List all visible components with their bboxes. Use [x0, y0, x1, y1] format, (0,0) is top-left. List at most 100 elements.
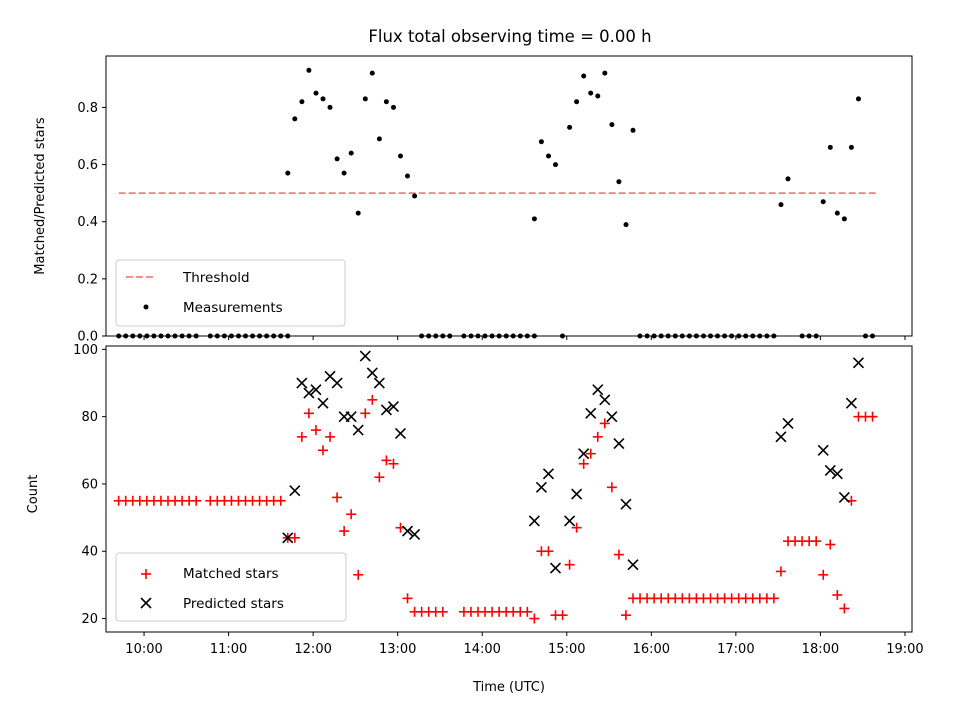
x-tick-label: 13:00: [379, 642, 416, 657]
measurement-point: [848, 144, 854, 150]
count-legend: Matched stars Predicted stars: [115, 552, 347, 622]
count-y-tick-label: 100: [73, 343, 98, 358]
ratio-y-tick-label: 0.2: [77, 272, 98, 287]
x-tick-label: 11:00: [210, 642, 247, 657]
ratio-marks: [116, 67, 877, 339]
predicted-star-point: [409, 528, 421, 540]
measurement-point: [778, 202, 784, 208]
count-legend-box: [115, 552, 347, 622]
ratio-y-tick-label: 0.4: [77, 215, 98, 230]
predicted-star-point: [775, 431, 787, 443]
measurement-point: [348, 150, 354, 156]
predicted-star-point: [845, 397, 857, 409]
predicted-star-point: [394, 427, 407, 440]
x-tick-label: 10:00: [125, 642, 162, 657]
matched-star-point: [275, 495, 286, 506]
ratio-plot-frame: [105, 55, 913, 337]
count-y-tick-label: 20: [81, 612, 98, 627]
matched-star-point: [353, 569, 364, 580]
count-plot-frame: [105, 345, 913, 633]
ratio-y-tick-label: 0.6: [77, 158, 98, 173]
legend-measurements-swatch: [143, 304, 149, 310]
predicted-star-point: [613, 438, 625, 450]
matched-star-point: [571, 522, 582, 533]
measurement-point: [306, 67, 312, 73]
legend-matched-swatch: [141, 569, 151, 579]
predicted-star-point: [817, 444, 829, 456]
measurement-point: [834, 210, 840, 216]
ratio-legend-box: [115, 259, 346, 327]
count-y-tick-label: 80: [81, 410, 98, 425]
measurement-point: [320, 96, 326, 102]
matched-star-point: [578, 458, 589, 469]
matched-star-point: [557, 610, 568, 621]
measurement-point: [630, 127, 636, 133]
ratio-x-ticks: [143, 336, 906, 340]
predicted-star-point: [627, 559, 639, 571]
matched-star-point: [325, 431, 336, 442]
measurement-point: [856, 96, 861, 102]
predicted-star-point: [571, 488, 583, 500]
predicted-star-point: [296, 377, 308, 389]
x-tick-label: 15:00: [548, 642, 585, 657]
predicted-star-point: [549, 562, 562, 574]
predicted-star-point: [352, 424, 364, 436]
predicted-star-point: [366, 367, 378, 379]
x-tick-label: 17:00: [717, 642, 754, 657]
matched-star-point: [543, 546, 554, 557]
matched-star-point: [381, 455, 392, 466]
measurement-point: [827, 144, 833, 150]
measurement-point: [327, 104, 333, 110]
ratio-y-tick-label: 0.8: [77, 101, 98, 116]
x-axis-label: Time (UTC): [472, 680, 545, 695]
matched-star-point: [832, 589, 843, 600]
measurement-point: [574, 99, 580, 105]
measurement-point: [412, 193, 418, 199]
predicted-star-point: [345, 411, 357, 423]
predicted-star-point: [585, 407, 597, 419]
predicted-star-point: [401, 525, 414, 537]
predicted-star-point: [564, 515, 576, 527]
matched-star-point: [303, 408, 314, 419]
x-tick-label: 12:00: [294, 642, 331, 657]
ratio-y-axis-label: Matched/Predicted stars: [33, 117, 48, 275]
matched-star-point: [402, 593, 413, 604]
measurement-point: [623, 222, 629, 228]
matched-star-point: [599, 418, 610, 429]
measurement-point: [362, 96, 368, 102]
measurement-point: [609, 122, 615, 128]
x-tick-label: 19:00: [886, 642, 923, 657]
predicted-star-point: [620, 498, 632, 510]
matched-star-point: [825, 539, 836, 550]
predicted-star-point: [838, 491, 850, 503]
measurement-point: [785, 176, 791, 182]
measurement-point: [581, 73, 587, 79]
predicted-star-point: [535, 481, 547, 493]
measurement-point: [538, 139, 544, 145]
matched-star-point: [529, 613, 540, 624]
matched-star-point: [374, 472, 385, 483]
count-marks: [113, 350, 878, 624]
measurement-point: [546, 153, 551, 159]
measurement-point: [313, 90, 319, 96]
matched-star-point: [388, 458, 399, 469]
matched-star-point: [867, 411, 878, 422]
measurement-point: [588, 90, 594, 96]
legend-threshold-label: Threshold: [182, 270, 250, 286]
matched-star-point: [367, 394, 378, 405]
x-tick-label: 16:00: [633, 642, 670, 657]
measurement-point: [341, 170, 347, 176]
matched-star-point: [592, 431, 603, 442]
measurement-point: [616, 179, 622, 185]
matched-star-point: [620, 610, 631, 621]
x-tick-label: 14:00: [463, 642, 500, 657]
count-y-tick-label: 60: [81, 477, 98, 492]
measurement-point: [841, 216, 847, 222]
predicted-star-point: [317, 397, 329, 409]
matched-star-point: [360, 408, 371, 419]
count-y-ticks: 20 40 60 80 100: [73, 343, 106, 627]
count-panel: 20 40 60 80 100 10:00 11:00 12:00 13:00 14:00 15:…: [26, 343, 924, 695]
predicted-star-point: [599, 394, 611, 406]
legend-predicted-marker: [140, 597, 152, 609]
measurement-point: [376, 136, 382, 142]
